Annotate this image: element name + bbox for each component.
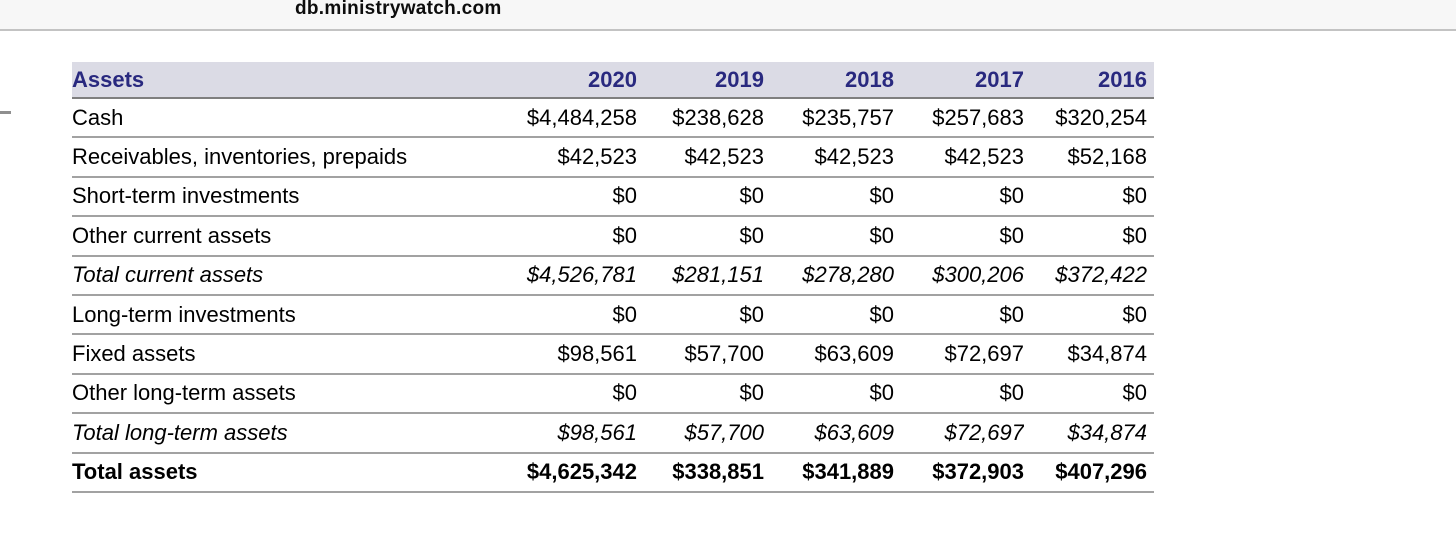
cell-2019: $0 <box>637 216 764 257</box>
cell-2020: $4,526,781 <box>497 255 637 296</box>
cell-2017: $372,903 <box>894 452 1024 493</box>
cell-2017: $0 <box>894 176 1024 218</box>
cell-2019: $57,700 <box>637 413 764 454</box>
cell-2018: $0 <box>764 216 894 257</box>
table-row: Total long-term assets $98,561 $57,700 $… <box>72 413 1154 454</box>
cell-2019: $57,700 <box>637 334 764 375</box>
cell-2020: $0 <box>497 294 637 336</box>
table-row: Cash $4,484,258 $238,628 $235,757 $257,6… <box>72 98 1154 139</box>
cell-2019: $338,851 <box>637 452 764 493</box>
cell-2019: $0 <box>637 373 764 415</box>
row-label: Long-term investments <box>72 294 497 336</box>
row-label: Receivables, inventories, prepaids <box>72 137 497 178</box>
table-row: Short-term investments $0 $0 $0 $0 $0 <box>72 176 1154 218</box>
row-label: Total assets <box>72 452 497 493</box>
cell-2017: $42,523 <box>894 137 1024 178</box>
table-row: Long-term investments $0 $0 $0 $0 $0 <box>72 294 1154 336</box>
table-row: Receivables, inventories, prepaids $42,5… <box>72 137 1154 178</box>
cell-2017: $0 <box>894 294 1024 336</box>
table-row: Other long-term assets $0 $0 $0 $0 $0 <box>72 373 1154 415</box>
cell-2018: $341,889 <box>764 452 894 493</box>
cell-2020: $98,561 <box>497 413 637 454</box>
table-header-row: Assets 2020 2019 2018 2017 2016 <box>72 62 1154 99</box>
cell-2016: $0 <box>1024 216 1154 257</box>
page-edge-dash <box>0 111 11 114</box>
cell-2019: $42,523 <box>637 137 764 178</box>
row-label: Total long-term assets <box>72 413 497 454</box>
year-header-2019: 2019 <box>637 62 764 99</box>
cell-2017: $0 <box>894 216 1024 257</box>
cell-2020: $42,523 <box>497 137 637 178</box>
table-row: Fixed assets $98,561 $57,700 $63,609 $72… <box>72 334 1154 375</box>
table-row: Total assets $4,625,342 $338,851 $341,88… <box>72 452 1154 493</box>
assets-header-label: Assets <box>72 62 497 99</box>
cell-2019: $238,628 <box>637 98 764 139</box>
row-label: Total current assets <box>72 255 497 296</box>
table-row: Other current assets $0 $0 $0 $0 $0 <box>72 216 1154 257</box>
cell-2018: $42,523 <box>764 137 894 178</box>
cell-2017: $0 <box>894 373 1024 415</box>
cell-2016: $320,254 <box>1024 98 1154 139</box>
cell-2018: $235,757 <box>764 98 894 139</box>
browser-url[interactable]: db.ministrywatch.com <box>295 0 502 19</box>
cell-2020: $4,484,258 <box>497 98 637 139</box>
cell-2017: $72,697 <box>894 413 1024 454</box>
year-header-2020: 2020 <box>497 62 637 99</box>
cell-2019: $0 <box>637 176 764 218</box>
cell-2016: $0 <box>1024 373 1154 415</box>
cell-2018: $63,609 <box>764 334 894 375</box>
cell-2020: $0 <box>497 373 637 415</box>
cell-2016: $0 <box>1024 176 1154 218</box>
cell-2019: $0 <box>637 294 764 336</box>
cell-2020: $98,561 <box>497 334 637 375</box>
cell-2018: $0 <box>764 176 894 218</box>
row-label: Other current assets <box>72 216 497 257</box>
cell-2017: $300,206 <box>894 255 1024 296</box>
cell-2019: $281,151 <box>637 255 764 296</box>
cell-2016: $34,874 <box>1024 334 1154 375</box>
cell-2018: $0 <box>764 294 894 336</box>
cell-2017: $257,683 <box>894 98 1024 139</box>
cell-2018: $278,280 <box>764 255 894 296</box>
table-body: Cash $4,484,258 $238,628 $235,757 $257,6… <box>72 98 1154 493</box>
year-header-2017: 2017 <box>894 62 1024 99</box>
cell-2018: $0 <box>764 373 894 415</box>
row-label: Fixed assets <box>72 334 497 375</box>
cell-2016: $34,874 <box>1024 413 1154 454</box>
row-label: Short-term investments <box>72 176 497 218</box>
cell-2016: $52,168 <box>1024 137 1154 178</box>
row-label: Cash <box>72 98 497 139</box>
year-header-2018: 2018 <box>764 62 894 99</box>
cell-2020: $0 <box>497 176 637 218</box>
table-row: Total current assets $4,526,781 $281,151… <box>72 255 1154 296</box>
cell-2016: $407,296 <box>1024 452 1154 493</box>
cell-2016: $0 <box>1024 294 1154 336</box>
cell-2018: $63,609 <box>764 413 894 454</box>
browser-url-bar[interactable]: db.ministrywatch.com <box>0 0 1456 31</box>
row-label: Other long-term assets <box>72 373 497 415</box>
assets-balance-sheet-table: Assets 2020 2019 2018 2017 2016 Cash $4,… <box>72 62 1154 493</box>
cell-2020: $4,625,342 <box>497 452 637 493</box>
year-header-2016: 2016 <box>1024 62 1154 99</box>
cell-2017: $72,697 <box>894 334 1024 375</box>
cell-2016: $372,422 <box>1024 255 1154 296</box>
cell-2020: $0 <box>497 216 637 257</box>
